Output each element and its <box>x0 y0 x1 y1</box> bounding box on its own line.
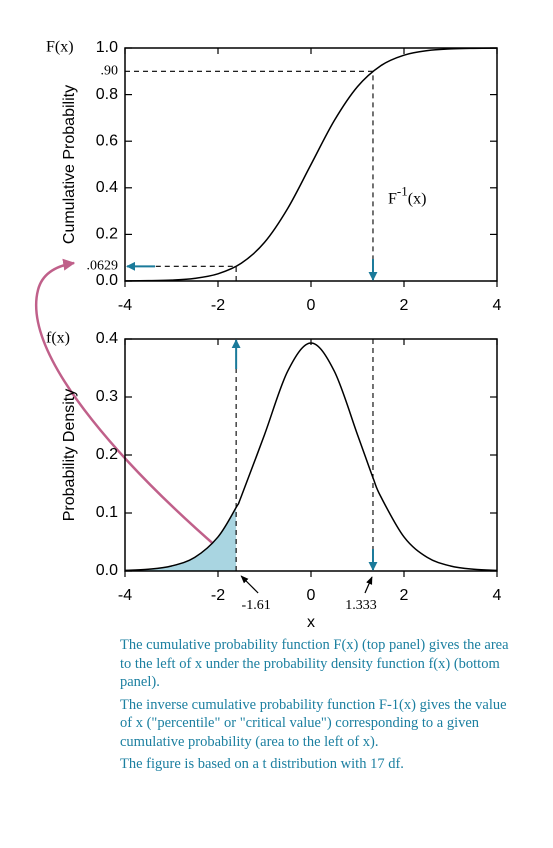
x-tick-label: -2 <box>211 297 225 314</box>
x-axis-label: x <box>307 614 315 631</box>
y-tick-label: 0.0 <box>96 272 118 289</box>
y-tick-label: 0.6 <box>96 132 118 149</box>
quantile-pointer <box>240 575 259 594</box>
x-tick-label: -4 <box>118 587 132 604</box>
probability-label: .90 <box>101 64 119 79</box>
shaded-area <box>125 507 237 571</box>
quantile-pointer <box>364 576 373 594</box>
x-tick-label: -2 <box>211 587 225 604</box>
inverse-label-arg: (x) <box>408 190 427 207</box>
guide-line <box>137 265 237 281</box>
caption: The cumulative probability function F(x)… <box>120 636 520 778</box>
y-tick-label: 0.3 <box>96 388 118 405</box>
x-tick-label: 2 <box>400 587 409 604</box>
plot-frame <box>124 338 498 572</box>
y-tick-label: 1.0 <box>96 39 118 56</box>
corner-label: F(x) <box>46 39 74 56</box>
corner-label: f(x) <box>46 330 70 347</box>
y-tick-label: 0.4 <box>96 330 118 347</box>
x-tick-label: 0 <box>307 587 316 604</box>
quantile-label: 1.333 <box>345 598 377 613</box>
guide-line <box>125 70 374 269</box>
inverse-label-base: F <box>388 190 397 207</box>
x-tick-label: 2 <box>400 297 409 314</box>
curve <box>124 342 498 572</box>
x-tick-label: -4 <box>118 297 132 314</box>
caption-paragraph: The inverse cumulative probability funct… <box>120 696 507 750</box>
x-tick-label: 4 <box>493 587 502 604</box>
caption-paragraph: The cumulative probability function F(x)… <box>120 637 509 690</box>
y-tick-label: 0.0 <box>96 562 118 579</box>
inverse-label-sup: -1 <box>397 183 408 198</box>
probability-label: .0629 <box>87 259 119 274</box>
y-tick-label: 0.2 <box>96 226 118 243</box>
pointer-arrow <box>35 258 219 549</box>
y-axis-label: Cumulative Probability <box>61 85 78 244</box>
x-tick-label: 0 <box>307 297 316 314</box>
inverse-label: F-1(x) <box>388 183 426 207</box>
quantile-label: -1.61 <box>242 598 271 613</box>
y-tick-label: 0.4 <box>96 179 118 196</box>
caption-paragraph: The figure is based on a t distribution … <box>120 756 404 772</box>
y-axis-label: Probability Density <box>61 389 78 522</box>
y-tick-label: 0.8 <box>96 86 118 103</box>
y-tick-label: 0.2 <box>96 446 118 463</box>
y-tick-label: 0.1 <box>96 504 118 521</box>
curve <box>124 47 498 282</box>
x-tick-label: 4 <box>493 297 502 314</box>
